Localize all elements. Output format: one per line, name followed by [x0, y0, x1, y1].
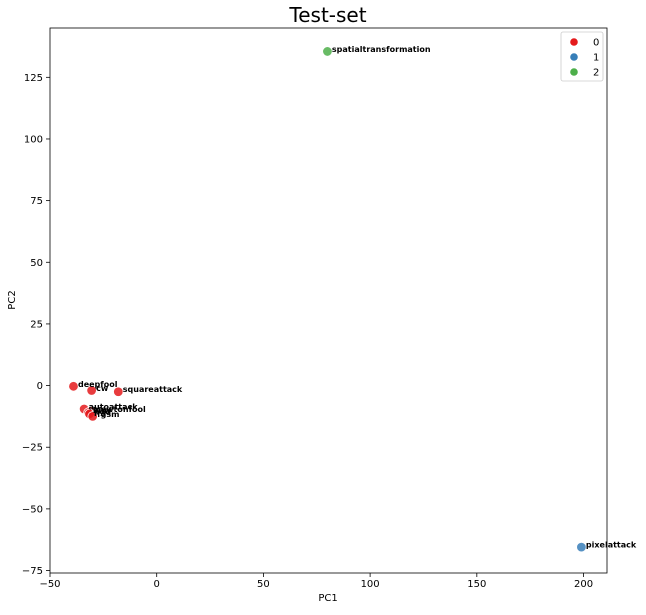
y-tick-label: −25 — [22, 443, 43, 454]
data-point — [322, 46, 333, 57]
point-label: spatialtransformation — [332, 45, 431, 54]
plot-area — [49, 27, 608, 574]
legend: 0 1 2 — [560, 31, 604, 82]
point-label: squareattack — [123, 385, 183, 394]
point-label: autoattack — [89, 403, 139, 412]
y-tick-label: 25 — [30, 319, 43, 330]
axis-ticks: −50 0 50 100 150 200 −75 −50 −25 0 25 50 75 100 125 — [22, 73, 593, 590]
legend-marker — [570, 68, 578, 76]
legend-label: 0 — [593, 38, 599, 49]
data-point — [68, 381, 79, 392]
point-label: newtonfool — [95, 405, 146, 414]
legend-label: 1 — [593, 53, 599, 64]
point-label: pgd — [94, 407, 111, 416]
y-tick-label: 125 — [24, 73, 43, 84]
y-axis-label: PC2 — [7, 290, 18, 309]
x-tick-label: 200 — [574, 579, 593, 590]
y-tick-label: 100 — [24, 134, 43, 145]
legend-label: 2 — [593, 68, 599, 79]
point-label: fgsm — [97, 410, 119, 419]
point-label: bim — [93, 406, 110, 415]
y-tick-label: 0 — [37, 381, 43, 392]
data-point — [113, 386, 124, 397]
x-tick-label: 50 — [257, 579, 270, 590]
y-tick-label: 50 — [30, 258, 43, 269]
data-point — [576, 541, 587, 553]
x-axis-label: PC1 — [318, 593, 337, 604]
x-tick-label: 150 — [467, 579, 486, 590]
y-tick-label: −50 — [22, 504, 43, 515]
data-point — [86, 385, 97, 396]
data-points — [68, 46, 587, 553]
point-label: cw — [96, 384, 109, 393]
point-label: deepfool — [78, 380, 118, 389]
legend-marker — [570, 53, 578, 61]
legend-marker — [570, 38, 578, 46]
y-tick-label: 75 — [30, 196, 43, 207]
x-tick-label: −50 — [39, 579, 60, 590]
x-tick-label: 0 — [154, 579, 160, 590]
chart-title: Test-set — [288, 3, 366, 27]
data-point — [87, 411, 98, 422]
point-label: pixelattack — [586, 541, 637, 550]
y-tick-label: −75 — [22, 566, 43, 577]
x-tick-label: 100 — [361, 579, 380, 590]
